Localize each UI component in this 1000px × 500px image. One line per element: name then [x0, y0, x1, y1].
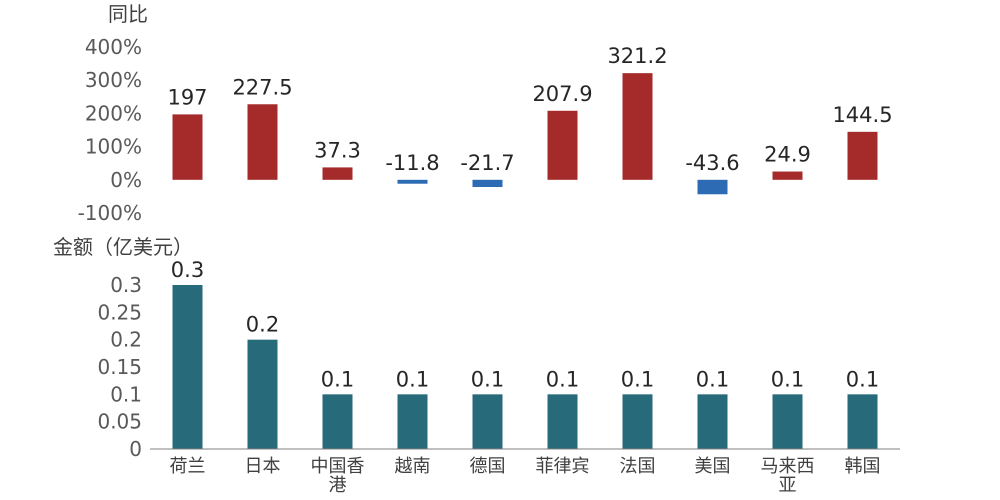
top-bar: [547, 110, 578, 180]
top-data-label: 227.5: [232, 75, 292, 99]
top-value-labels: 197 227.5 37.3 -11.8 -21.7 207.9 321.2 -43.6 24.…: [167, 44, 892, 175]
bottom-y-tick-label: 0.25: [97, 300, 142, 324]
bottom-y-tick-label: 0: [129, 437, 142, 461]
bottom-y-axis: 0.3 0.25 0.2 0.15 0.1 0.05 0: [97, 273, 142, 461]
top-y-tick-label: 0%: [110, 168, 142, 192]
top-data-label: 144.5: [832, 103, 892, 127]
top-y-tick-label: -100%: [78, 201, 142, 225]
bottom-data-label: 0.1: [546, 367, 579, 391]
top-y-tick-label: 100%: [85, 135, 142, 159]
top-bar: [622, 73, 653, 180]
top-bars: [172, 73, 878, 195]
top-bar: [772, 171, 803, 180]
x-category-label: 中国香: [311, 456, 365, 477]
top-data-label: 24.9: [764, 143, 811, 167]
bottom-y-tick-label: 0.2: [110, 328, 142, 352]
top-data-label: -11.8: [385, 151, 439, 175]
top-bar: [697, 179, 728, 195]
bottom-bar: [547, 394, 578, 449]
bottom-chart-title: 金额（亿美元）: [53, 235, 193, 259]
bottom-bar: [172, 285, 203, 449]
bottom-y-tick-label: 0.1: [110, 382, 142, 406]
x-category-label: 港: [329, 475, 347, 496]
x-category-label: 越南: [395, 456, 431, 477]
top-data-label: -43.6: [685, 151, 739, 175]
bottom-bar: [472, 394, 503, 449]
x-category-label: 亚: [779, 475, 797, 496]
top-y-tick-label: 200%: [85, 101, 142, 125]
top-y-axis: 400% 300% 200% 100% 0% -100%: [78, 35, 142, 225]
top-data-label: 37.3: [314, 138, 361, 162]
top-data-label: 321.2: [607, 44, 667, 68]
top-y-tick-label: 400%: [85, 35, 142, 59]
bottom-data-label: 0.1: [771, 367, 804, 391]
top-y-tick-label: 300%: [85, 68, 142, 92]
top-bar: [472, 179, 503, 188]
bottom-data-label: 0.3: [171, 258, 204, 282]
bottom-data-label: 0.1: [471, 367, 504, 391]
x-category-label: 韩国: [845, 456, 881, 477]
bottom-data-label: 0.1: [621, 367, 654, 391]
top-chart-title: 同比: [108, 2, 148, 26]
bottom-y-tick-label: 0.15: [97, 355, 142, 379]
bottom-bar: [322, 394, 353, 449]
bottom-bar: [247, 339, 278, 449]
x-category-label: 美国: [695, 456, 731, 477]
x-category-label: 日本: [245, 456, 281, 477]
top-data-label: -21.7: [460, 151, 514, 175]
bottom-data-label: 0.2: [246, 313, 279, 337]
bottom-bar: [397, 394, 428, 449]
bottom-data-label: 0.1: [846, 367, 879, 391]
x-category-label: 马来西: [761, 456, 815, 477]
bottom-bar: [772, 394, 803, 449]
bottom-data-label: 0.1: [321, 367, 354, 391]
bottom-value-labels: 0.3 0.2 0.1 0.1 0.1 0.1 0.1 0.1 0.1 0.1: [171, 258, 879, 391]
top-bar: [397, 179, 428, 184]
top-data-label: 207.9: [532, 82, 592, 106]
x-category-label: 法国: [620, 456, 656, 477]
bottom-data-label: 0.1: [396, 367, 429, 391]
x-category-label: 荷兰: [170, 456, 206, 477]
x-category-label: 菲律宾: [536, 456, 590, 477]
x-category-label: 德国: [470, 456, 506, 477]
bottom-y-tick-label: 0.3: [110, 273, 142, 297]
bottom-bar: [622, 394, 653, 449]
top-bar: [172, 114, 203, 180]
top-bar: [322, 167, 353, 180]
top-bar: [247, 104, 278, 180]
bottom-bar: [697, 394, 728, 449]
bottom-data-label: 0.1: [696, 367, 729, 391]
bottom-bars: [172, 285, 878, 449]
bottom-y-tick-label: 0.05: [97, 410, 142, 434]
bottom-bar: [847, 394, 878, 449]
top-bar: [847, 131, 878, 180]
top-data-label: 197: [167, 85, 207, 109]
